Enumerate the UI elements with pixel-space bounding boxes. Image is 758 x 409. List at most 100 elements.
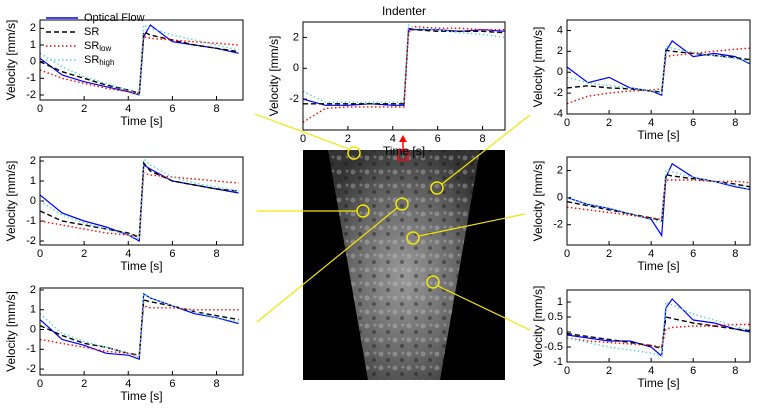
x-axis-label: Time [s] xyxy=(120,389,162,403)
y-tick-label: -0.5 xyxy=(544,341,563,353)
y-tick-label: 1 xyxy=(30,304,36,316)
y-tick-label: -2 xyxy=(26,89,36,101)
y-tick-label: 1 xyxy=(30,175,36,187)
y-axis-label: Velocity [mm/s] xyxy=(4,161,18,242)
legend-name: SR xyxy=(84,40,99,52)
y-tick-label: 4 xyxy=(557,24,563,36)
x-tick-label: 4 xyxy=(648,248,654,260)
series-line xyxy=(40,306,239,355)
series-line xyxy=(40,32,239,94)
legend-label: SR xyxy=(84,26,99,38)
x-tick-label: 6 xyxy=(169,248,175,260)
y-tick-label: -2 xyxy=(26,363,36,375)
series-line xyxy=(567,164,750,236)
x-tick-label: 6 xyxy=(169,378,175,390)
y-axis-label: Velocity [mm/s] xyxy=(4,291,18,372)
x-tick-label: 4 xyxy=(125,248,131,260)
y-tick-label: -1 xyxy=(26,72,36,84)
y-tick-label: 0 xyxy=(557,326,563,338)
y-tick-label: 2 xyxy=(293,31,299,43)
y-tick-label: 2 xyxy=(30,284,36,296)
x-tick-label: 6 xyxy=(169,103,175,115)
x-tick-label: 0 xyxy=(564,248,570,260)
x-tick-label: 8 xyxy=(213,378,219,390)
series-line xyxy=(40,294,239,359)
y-tick-label: -2 xyxy=(26,235,36,247)
x-tick-label: 8 xyxy=(732,365,738,377)
y-tick-label: -1 xyxy=(553,356,563,368)
plot-frame xyxy=(567,290,750,362)
y-tick-label: -1 xyxy=(26,343,36,355)
y-tick-label: 2 xyxy=(557,45,563,57)
y-tick-label: 1 xyxy=(30,39,36,51)
x-tick-label: 4 xyxy=(125,378,131,390)
y-axis-label: Velocity [mm/s] xyxy=(531,161,545,242)
x-axis-label: Time [s] xyxy=(383,144,425,158)
x-tick-label: 0 xyxy=(564,117,570,129)
plot-frame xyxy=(303,22,505,130)
x-tick-label: 4 xyxy=(390,133,396,145)
figure: -2 -1 0 1 2 0 2 4 6 8 Time [s] Velocity [mm/s] Optic… xyxy=(0,0,758,409)
x-tick-label: 2 xyxy=(606,248,612,260)
x-tick-label: 4 xyxy=(648,365,654,377)
x-axis-label: Time [s] xyxy=(637,128,679,142)
x-tick-label: 2 xyxy=(606,365,612,377)
series-line xyxy=(40,163,239,237)
x-tick-label: 2 xyxy=(606,117,612,129)
y-tick-label: 0 xyxy=(30,56,36,68)
y-tick-label: -4 xyxy=(553,108,563,120)
x-axis-label: Time [s] xyxy=(637,259,679,273)
series-line xyxy=(567,171,750,223)
series-line xyxy=(40,300,239,355)
x-axis-label: Time [s] xyxy=(120,259,162,273)
x-axis-label: Time [s] xyxy=(120,114,162,128)
y-tick-label: 0 xyxy=(557,192,563,204)
series-line xyxy=(303,28,505,105)
y-tick-label: 2 xyxy=(557,164,563,176)
x-tick-label: 4 xyxy=(648,117,654,129)
y-tick-label: 2 xyxy=(30,22,36,34)
y-tick-label: 2 xyxy=(30,155,36,167)
x-tick-label: 2 xyxy=(345,133,351,145)
series-line xyxy=(567,180,750,219)
plot-frame xyxy=(567,20,750,114)
legend-label: Optical Flow xyxy=(84,12,145,24)
x-tick-label: 6 xyxy=(690,365,696,377)
line-chart: -2 -1 0 1 2 0 2 4 6 8 Time [s] Velocity [mm/s] xyxy=(4,284,243,403)
series-line xyxy=(567,175,750,221)
y-tick-label: 0 xyxy=(30,195,36,207)
x-tick-label: 0 xyxy=(37,378,43,390)
legend-label: SRhigh xyxy=(84,54,114,67)
y-tick-label: -2 xyxy=(289,93,299,105)
y-tick-label: 0.5 xyxy=(548,311,563,323)
x-tick-label: 0 xyxy=(37,248,43,260)
x-tick-label: 8 xyxy=(732,117,738,129)
y-tick-label: 0 xyxy=(30,323,36,335)
x-tick-label: 6 xyxy=(690,117,696,129)
x-axis-label: Time [s] xyxy=(637,376,679,390)
x-tick-label: 2 xyxy=(81,248,87,260)
legend-name: SR xyxy=(84,26,99,38)
y-tick-label: 0 xyxy=(293,62,299,74)
chart-title: Indenter xyxy=(382,4,426,18)
x-tick-label: 8 xyxy=(213,103,219,115)
x-tick-label: 2 xyxy=(81,103,87,115)
plot-frame xyxy=(567,157,750,245)
y-tick-label: -2 xyxy=(553,219,563,231)
legend-label: SRlow xyxy=(84,40,112,53)
y-axis-label: Velocity [mm/s] xyxy=(531,27,545,108)
y-tick-label: 0 xyxy=(557,66,563,78)
x-tick-label: 0 xyxy=(300,133,306,145)
y-axis-label: Velocity [mm/s] xyxy=(267,36,281,117)
y-axis-label: Velocity [mm/s] xyxy=(4,20,18,101)
y-axis-label: Velocity [mm/s] xyxy=(531,286,545,367)
x-tick-label: 2 xyxy=(81,378,87,390)
x-tick-label: 6 xyxy=(435,133,441,145)
legend-subscript: low xyxy=(99,44,111,53)
line-chart: -20202468Time [s]Velocity [mm/s] xyxy=(531,157,750,273)
series-line xyxy=(303,27,505,123)
